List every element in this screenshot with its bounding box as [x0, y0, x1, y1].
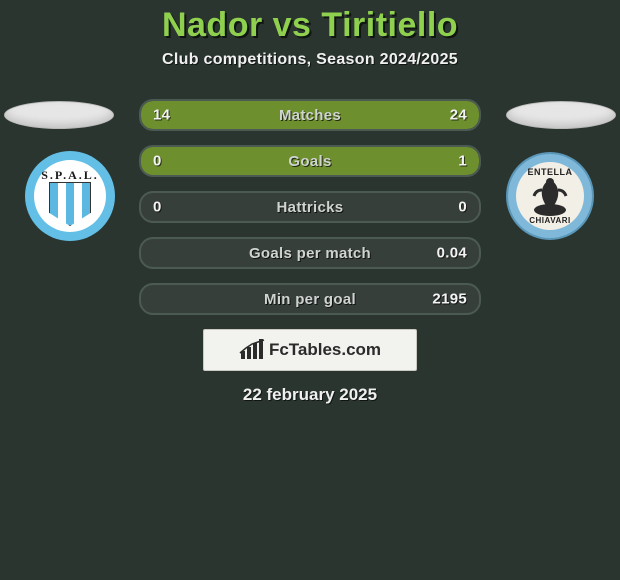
page-title: Nador vs Tiritiello	[0, 6, 620, 45]
stat-label: Min per goal	[264, 291, 356, 308]
stat-label: Goals	[288, 153, 331, 170]
comparison-arena: S.P.A.L. ENTELLA	[0, 99, 620, 405]
stat-value-right: 1	[458, 153, 467, 170]
subtitle: Club competitions, Season 2024/2025	[0, 51, 620, 69]
bar-chart-icon	[239, 339, 265, 361]
stat-label: Matches	[279, 107, 341, 124]
club-left-text: S.P.A.L.	[34, 168, 106, 183]
flag-right	[506, 101, 616, 129]
club-logo-right: ENTELLA CHIAVARI	[508, 154, 592, 238]
club-left-shield-icon	[49, 182, 91, 226]
stat-label: Hattricks	[277, 199, 344, 216]
stat-label: Goals per match	[249, 245, 371, 262]
stat-row: Goals per match 0.04	[139, 237, 481, 269]
stat-value-left: 14	[153, 107, 170, 124]
stat-row: 0 Hattricks 0	[139, 191, 481, 223]
stat-row: 14 Matches 24	[139, 99, 481, 131]
brand-badge[interactable]: FcTables.com	[203, 329, 417, 371]
stat-value-right: 24	[450, 107, 467, 124]
stat-value-right: 2195	[432, 291, 467, 308]
brand-text: FcTables.com	[269, 340, 381, 360]
club-logo-left: S.P.A.L.	[28, 154, 112, 238]
club-right-text-bottom: CHIAVARI	[516, 216, 584, 225]
stat-row: 0 Goals 1	[139, 145, 481, 177]
stat-value-left: 0	[153, 199, 162, 216]
stat-value-right: 0.04	[437, 245, 467, 262]
comparison-card: Nador vs Tiritiello Club competitions, S…	[0, 0, 620, 405]
stat-value-right: 0	[458, 199, 467, 216]
flag-left	[4, 101, 114, 129]
stat-value-left: 0	[153, 153, 162, 170]
club-right-figure-icon	[530, 174, 570, 218]
stat-row: Min per goal 2195	[139, 283, 481, 315]
stat-rows: 14 Matches 24 0 Goals 1 0 Hattricks 0 Goals per m…	[139, 99, 481, 315]
date-text: 22 february 2025	[0, 385, 620, 405]
